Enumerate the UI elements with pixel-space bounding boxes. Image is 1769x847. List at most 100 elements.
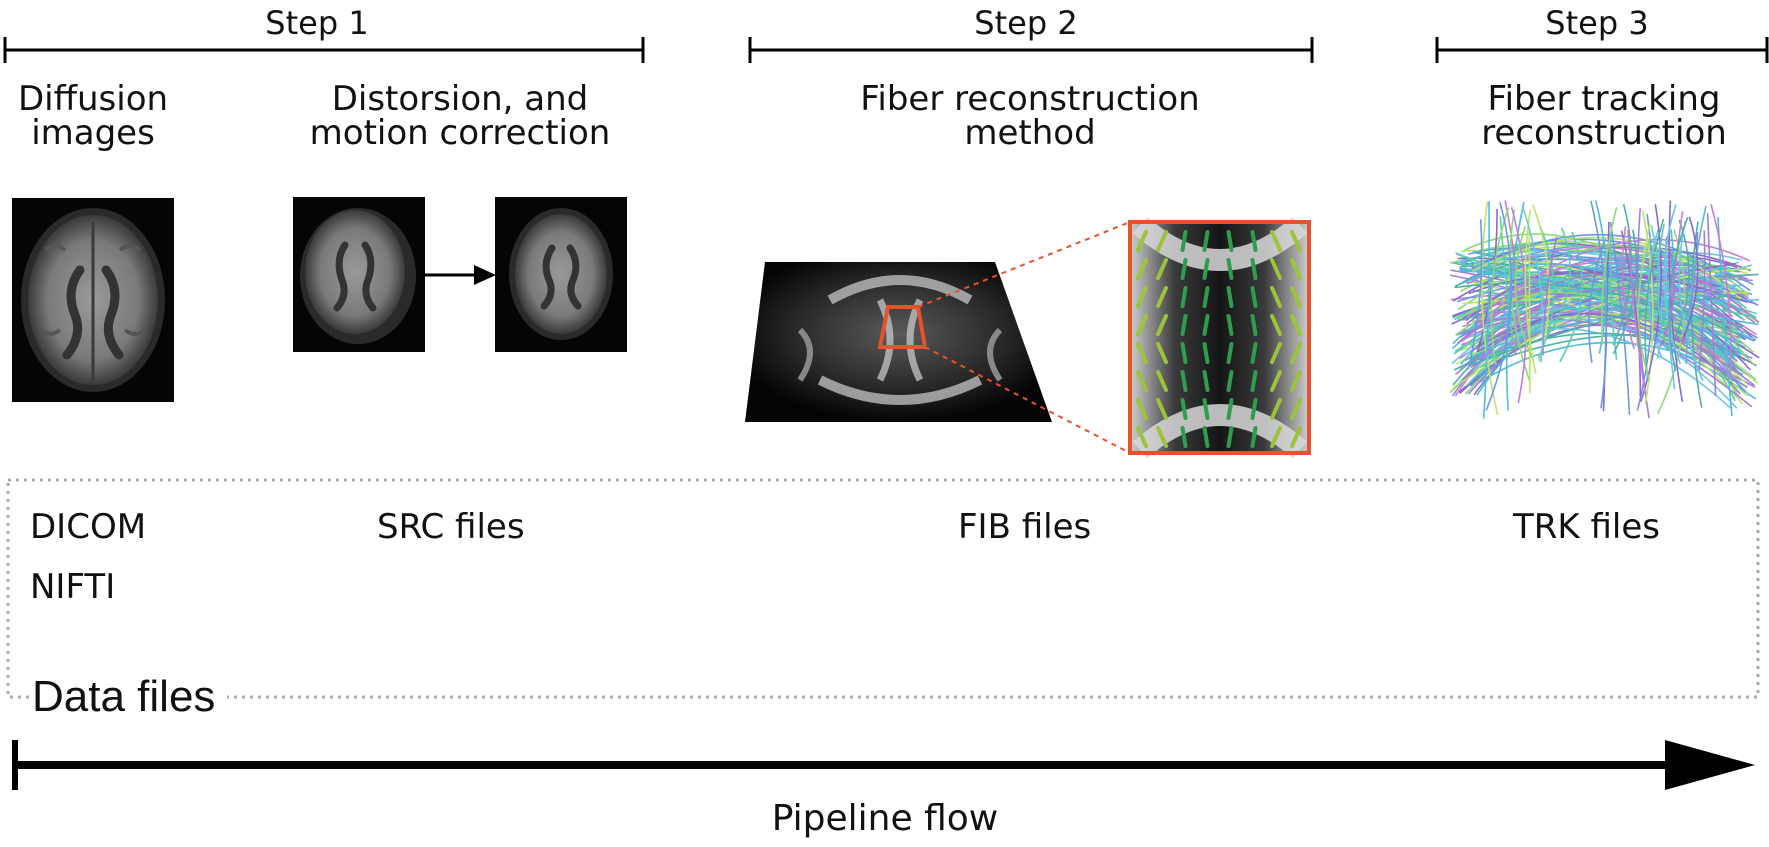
file-nifti: NIFTI (30, 567, 116, 607)
tract-streamline (1609, 221, 1631, 415)
tract-streamline (1637, 236, 1652, 379)
fiber-glyph (1156, 286, 1168, 308)
fiber-glyph (1136, 286, 1148, 308)
tract-streamline (1453, 268, 1752, 389)
tract-streamline (1490, 207, 1510, 366)
tract-streamline (1609, 235, 1618, 360)
tract-streamline (1456, 253, 1739, 328)
tract-streamline (1485, 202, 1513, 411)
file-trk: TRK files (1513, 507, 1660, 547)
tract-streamline (1528, 230, 1531, 394)
tractography-image (1449, 200, 1760, 419)
fiber-glyph (1180, 286, 1188, 308)
step3-title: Step 3 (1545, 4, 1649, 42)
fiber-glyph (1180, 258, 1188, 280)
tract-streamline (1685, 205, 1707, 364)
tract-streamline (1620, 230, 1642, 397)
fiber-glyph (1180, 342, 1188, 364)
tract-streamline (1468, 294, 1736, 367)
fiber-glyph (1250, 426, 1258, 448)
fiber-glyph (1250, 342, 1258, 364)
stage-label-line: Distorsion, and (331, 79, 589, 119)
stage-label-line: method (964, 113, 1096, 153)
fiber-glyph (1270, 314, 1282, 336)
fiber-glyph (1202, 370, 1210, 392)
fiber-glyph (1136, 426, 1148, 448)
tract-streamline (1588, 238, 1607, 363)
distorted-brain-image (293, 197, 425, 352)
fiber-glyph (1250, 398, 1258, 420)
fiber-glyph (1290, 258, 1302, 280)
fiber-glyph (1156, 370, 1168, 392)
correction-arrow (425, 265, 496, 285)
stage-label-line: Fiber reconstruction (860, 79, 1200, 119)
fiber-glyph (1270, 398, 1282, 420)
fiber-glyph (1270, 258, 1282, 280)
fiber-glyph (1226, 426, 1234, 448)
tract-streamline (1505, 201, 1525, 411)
fiber-glyph (1290, 314, 1302, 336)
tract-streamline (1481, 201, 1499, 416)
tract-streamline (1477, 312, 1734, 386)
tract-streamline (1710, 203, 1732, 379)
fiber-glyph (1136, 342, 1148, 364)
fiber-glyph (1202, 230, 1210, 252)
corrected-brain-image (495, 197, 627, 352)
stage-label-line: images (31, 113, 155, 153)
fiber-glyph (1180, 230, 1188, 252)
fiber-orientation-zoom (1128, 216, 1311, 459)
fiber-glyph (1156, 342, 1168, 364)
tract-streamline (1680, 216, 1699, 343)
fiber-glyph (1290, 426, 1302, 448)
fiber-glyph (1156, 398, 1168, 420)
tract-streamline (1706, 213, 1717, 397)
fiber-glyph (1202, 398, 1210, 420)
fiber-glyph (1180, 314, 1188, 336)
data-files-box (6, 478, 1760, 699)
tract-streamline (1542, 227, 1571, 343)
fiber-glyph (1202, 426, 1210, 448)
stage-fiber-tracking: Fiber tracking reconstruction (1447, 82, 1761, 150)
fiber-glyph (1156, 230, 1168, 252)
fiber-glyph (1270, 370, 1282, 392)
fiber-glyph (1290, 342, 1302, 364)
fiber-glyph (1226, 314, 1234, 336)
fiber-glyph (1250, 314, 1258, 336)
file-dicom: DICOM (30, 507, 147, 547)
tract-streamline (1678, 220, 1704, 382)
tract-streamline (1698, 230, 1706, 373)
fiber-glyph (1156, 314, 1168, 336)
stage-diffusion-images: Diffusion images (0, 82, 186, 150)
fiber-glyph (1270, 342, 1282, 364)
step2-title: Step 2 (974, 4, 1078, 42)
fiber-glyph (1250, 286, 1258, 308)
fiber-glyph (1202, 286, 1210, 308)
diffusion-brain-image (12, 198, 174, 402)
tract-streamline (1559, 231, 1583, 363)
stage-fiber-reconstruction: Fiber reconstruction method (840, 82, 1220, 150)
fiber-glyph (1180, 426, 1188, 448)
tract-streamline (1659, 236, 1676, 348)
fiber-glyph (1156, 426, 1168, 448)
fiber-glyph (1156, 258, 1168, 280)
tract-streamline (1612, 229, 1638, 355)
step1-title: Step 1 (265, 4, 369, 42)
step1-bracket (3, 37, 645, 63)
file-fib: FIB files (958, 507, 1092, 547)
fiber-glyph (1270, 426, 1282, 448)
tract-streamline (1601, 207, 1618, 345)
fiber-glyph (1226, 342, 1234, 364)
fiber-glyph (1226, 370, 1234, 392)
fiber-glyph (1136, 398, 1148, 420)
stage-label-line: Fiber tracking (1487, 79, 1721, 119)
pipeline-flow-label: Pipeline flow (771, 798, 999, 839)
fiber-glyph (1226, 258, 1234, 280)
fiber-glyph (1290, 286, 1302, 308)
fiber-glyph (1250, 258, 1258, 280)
fiber-glyph (1136, 230, 1148, 252)
tract-streamline (1663, 204, 1682, 365)
fiber-glyph (1202, 342, 1210, 364)
fiber-glyph (1226, 286, 1234, 308)
fiber-glyph (1290, 398, 1302, 420)
